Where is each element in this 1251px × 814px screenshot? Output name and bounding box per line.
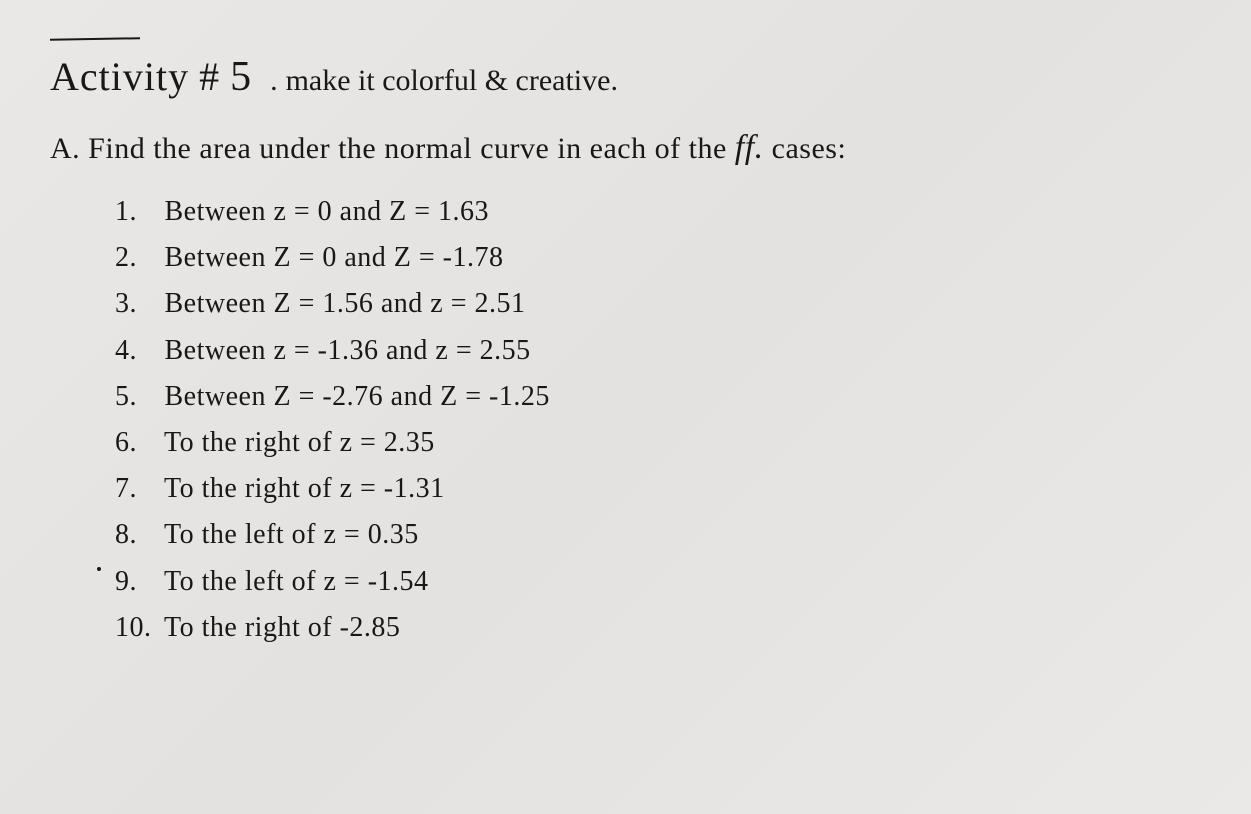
problem-number: 10.: [115, 605, 157, 651]
section-label: A.: [50, 132, 80, 165]
problem-5: 5. Between Z = -2.76 and Z = -1.25: [115, 374, 1201, 420]
problem-text: To the left of z = -1.54: [164, 566, 429, 597]
problem-9: 9. To the left of z = -1.54: [115, 559, 1201, 605]
problem-text: Between z = 0 and Z = 1.63: [165, 196, 490, 227]
problem-text: Between Z = 0 and Z = -1.78: [165, 242, 504, 273]
hash-symbol: #: [199, 53, 220, 100]
problem-text: To the right of z = -1.31: [164, 473, 445, 504]
problem-text: Between Z = 1.56 and z = 2.51: [165, 288, 526, 319]
problem-number: 5.: [115, 374, 157, 420]
activity-word: Activity: [50, 53, 189, 100]
problem-number: 2.: [115, 235, 157, 281]
problem-number: 9.: [115, 559, 157, 605]
document-content: Activity # 5 . make it colorful & creati…: [50, 53, 1201, 651]
section-text-1: Find the area under the normal curve in …: [88, 132, 727, 165]
problem-text: To the right of z = 2.35: [164, 427, 435, 458]
problem-number: 1.: [115, 189, 157, 235]
section-a-heading: A. Find the area under the normal curve …: [50, 129, 1201, 167]
ff-abbreviation: ff.: [735, 129, 764, 167]
section-text-2: cases:: [772, 132, 847, 165]
problem-3: 3. Between Z = 1.56 and z = 2.51: [115, 281, 1201, 327]
activity-title-row: Activity # 5 . make it colorful & creati…: [50, 53, 1201, 101]
problem-number: 8.: [115, 512, 157, 558]
problem-list: 1. Between z = 0 and Z = 1.63 2. Between…: [50, 189, 1201, 651]
dot-accent-icon: [97, 567, 101, 571]
title-period: .: [270, 64, 278, 98]
problem-number: 4.: [115, 328, 157, 374]
problem-2: 2. Between Z = 0 and Z = -1.78: [115, 235, 1201, 281]
problem-text: Between Z = -2.76 and Z = -1.25: [165, 381, 550, 412]
problem-text: Between z = -1.36 and z = 2.55: [165, 335, 531, 366]
problem-10: 10. To the right of -2.85: [115, 605, 1201, 651]
problem-4: 4. Between z = -1.36 and z = 2.55: [115, 328, 1201, 374]
problem-6: 6. To the right of z = 2.35: [115, 420, 1201, 466]
title-instruction: make it colorful & creative.: [286, 64, 618, 98]
problem-number: 3.: [115, 281, 157, 327]
problem-text: To the right of -2.85: [164, 612, 400, 643]
problem-number: 6.: [115, 420, 157, 466]
problem-8: 8. To the left of z = 0.35: [115, 512, 1201, 558]
problem-text: To the left of z = 0.35: [164, 519, 419, 550]
problem-1: 1. Between z = 0 and Z = 1.63: [115, 189, 1201, 235]
problem-number: 7.: [115, 466, 157, 512]
activity-number: 5: [230, 53, 252, 101]
problem-7: 7. To the right of z = -1.31: [115, 466, 1201, 512]
